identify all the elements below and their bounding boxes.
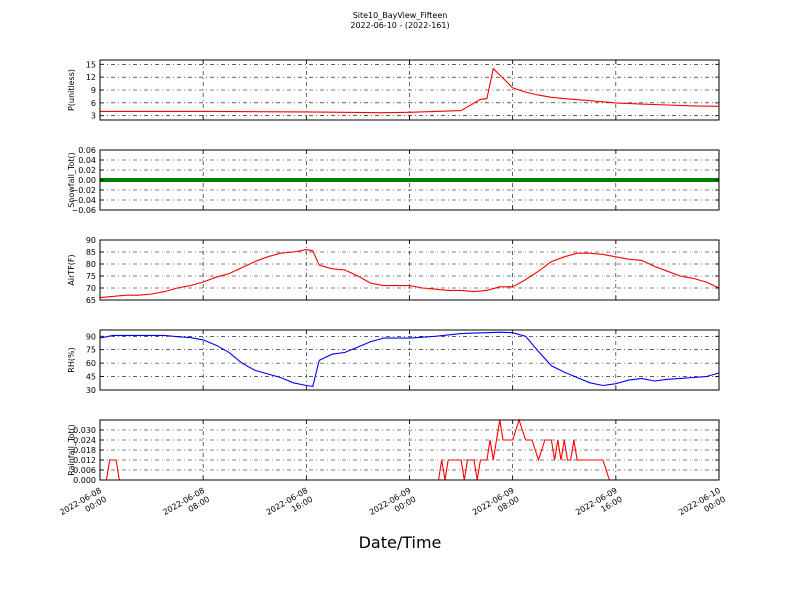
y-tick-label: 60 [86,359,96,368]
y-tick-label: 0.018 [73,446,96,455]
y-tick-label: 0.04 [78,156,96,165]
subplot-3: 30 45 60 75 90 RH(%) [67,329,720,395]
x-tick-label: 2022-06-0816:00 [265,486,315,526]
chart-title: Site10_BayView_Fifteen [352,11,448,20]
y-tick-label: 75 [86,346,96,355]
y-tick-label: 9 [91,86,96,95]
y-tick-label: 12 [86,73,96,82]
y-tick-label: 15 [86,60,96,69]
y-tick-label: 70 [86,284,96,293]
y-axis-label: P(unitless) [67,69,76,111]
y-tick-label: 30 [86,386,96,395]
subplot-1: −0.06−0.04−0.020.000.020.040.06Snowfall_… [67,146,720,215]
subplot-0: 3 6 9 12 15 P(unitless) [67,59,720,121]
y-tick-label: 85 [86,248,96,257]
y-tick-label: −0.06 [71,206,96,215]
x-tick-label: 2022-06-0800:00 [58,486,108,526]
y-axis-label: Snowfall_Tot() [67,152,76,208]
y-tick-label: −0.04 [71,196,96,205]
y-axis-label: AirTF(F) [67,254,76,285]
y-tick-label: 90 [86,332,96,341]
y-tick-label: 0.006 [73,466,96,475]
x-tick-label: 2022-06-0808:00 [161,486,211,526]
y-tick-label: 0.06 [78,146,96,155]
y-axis-label: RH(%) [67,347,76,372]
subplot-2: 65 70 75 80 85 90 AirTF(F) [67,236,720,305]
chart-subtitle: 2022-06-10 - (2022-161) [350,21,450,30]
y-tick-label: 45 [86,373,96,382]
x-tick-label: 2022-06-1000:00 [677,486,727,526]
y-tick-label: 0.000 [73,476,96,485]
x-axis-label: Date/Time [358,533,442,552]
y-tick-label: 90 [86,236,96,245]
y-tick-label: 80 [86,260,96,269]
series-line [100,67,720,114]
y-tick-label: 75 [86,272,96,281]
x-tick-label: 2022-06-0908:00 [471,486,521,526]
y-tick-label: 65 [86,296,96,305]
series-line [99,249,720,299]
series-line [100,418,719,481]
y-tick-label: 0.00 [78,176,96,185]
y-tick-label: 6 [91,99,96,108]
x-tick-label: 2022-06-0916:00 [574,486,624,526]
y-tick-label: −0.02 [71,186,96,195]
y-tick-label: 0.012 [73,456,96,465]
series-line [99,331,720,388]
y-tick-label: 3 [91,112,96,121]
y-tick-label: 0.030 [73,426,96,435]
subplot-4: 0.0000.0060.0120.0180.0240.030Rainfall_T… [67,418,720,485]
x-tick-label: 2022-06-0900:00 [368,486,418,526]
y-axis-label: Rainfall_Tot() [67,424,76,476]
y-tick-label: 0.024 [73,436,96,445]
y-tick-label: 0.02 [78,166,96,175]
